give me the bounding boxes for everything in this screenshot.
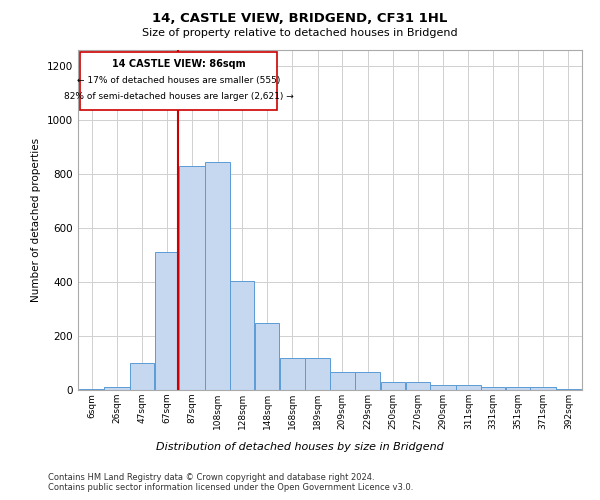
Bar <box>530 388 556 390</box>
Text: Distribution of detached houses by size in Bridgend: Distribution of detached houses by size … <box>156 442 444 452</box>
FancyBboxPatch shape <box>80 52 277 110</box>
Bar <box>381 382 405 390</box>
Bar <box>430 384 456 390</box>
Bar <box>205 162 230 390</box>
Text: 14 CASTLE VIEW: 86sqm: 14 CASTLE VIEW: 86sqm <box>112 60 245 70</box>
Text: Contains HM Land Registry data © Crown copyright and database right 2024.: Contains HM Land Registry data © Crown c… <box>48 472 374 482</box>
Y-axis label: Number of detached properties: Number of detached properties <box>31 138 41 302</box>
Bar <box>130 363 154 390</box>
Text: 14, CASTLE VIEW, BRIDGEND, CF31 1HL: 14, CASTLE VIEW, BRIDGEND, CF31 1HL <box>152 12 448 26</box>
Bar <box>104 388 130 390</box>
Bar <box>79 388 104 390</box>
Bar <box>406 382 430 390</box>
Bar <box>179 166 205 390</box>
Bar <box>355 372 380 390</box>
Bar <box>230 280 254 390</box>
Text: Size of property relative to detached houses in Bridgend: Size of property relative to detached ho… <box>142 28 458 38</box>
Bar <box>456 384 481 390</box>
Bar <box>255 322 279 390</box>
Bar <box>481 388 505 390</box>
Bar <box>506 388 530 390</box>
Text: Contains public sector information licensed under the Open Government Licence v3: Contains public sector information licen… <box>48 484 413 492</box>
Bar <box>305 358 330 390</box>
Text: ← 17% of detached houses are smaller (555): ← 17% of detached houses are smaller (55… <box>77 76 280 85</box>
Bar <box>280 358 305 390</box>
Text: 82% of semi-detached houses are larger (2,621) →: 82% of semi-detached houses are larger (… <box>64 92 293 102</box>
Bar <box>155 252 179 390</box>
Bar <box>330 372 355 390</box>
Bar <box>556 388 581 390</box>
